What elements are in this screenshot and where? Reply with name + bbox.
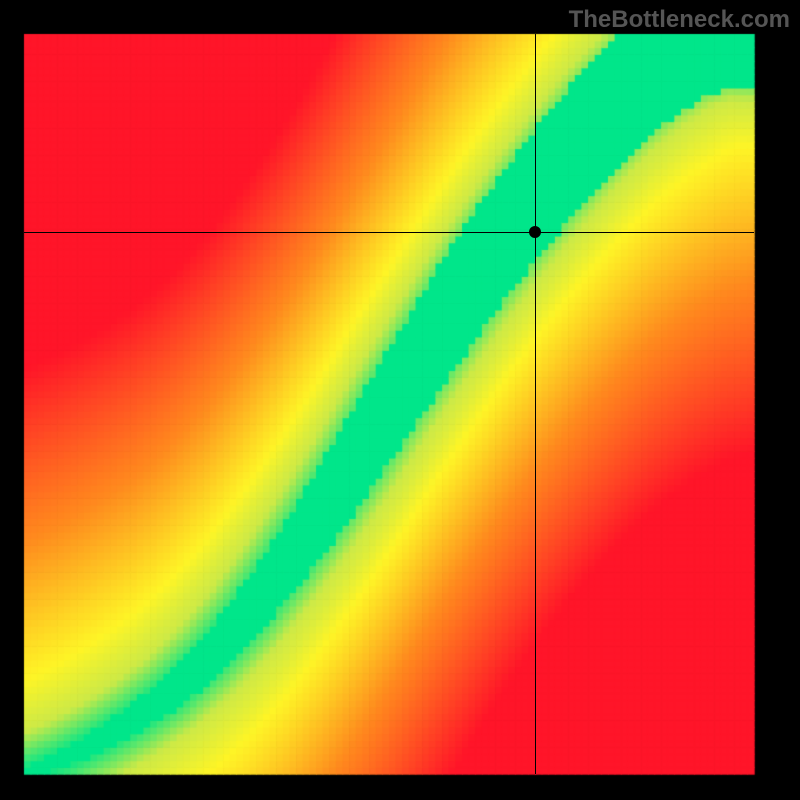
crosshair-horizontal-line xyxy=(24,232,754,233)
watermark-text: TheBottleneck.com xyxy=(569,6,790,34)
crosshair-dot xyxy=(529,226,541,238)
crosshair-vertical-line xyxy=(535,34,536,774)
bottleneck-heatmap xyxy=(0,0,800,800)
chart-container: TheBottleneck.com xyxy=(0,0,800,800)
